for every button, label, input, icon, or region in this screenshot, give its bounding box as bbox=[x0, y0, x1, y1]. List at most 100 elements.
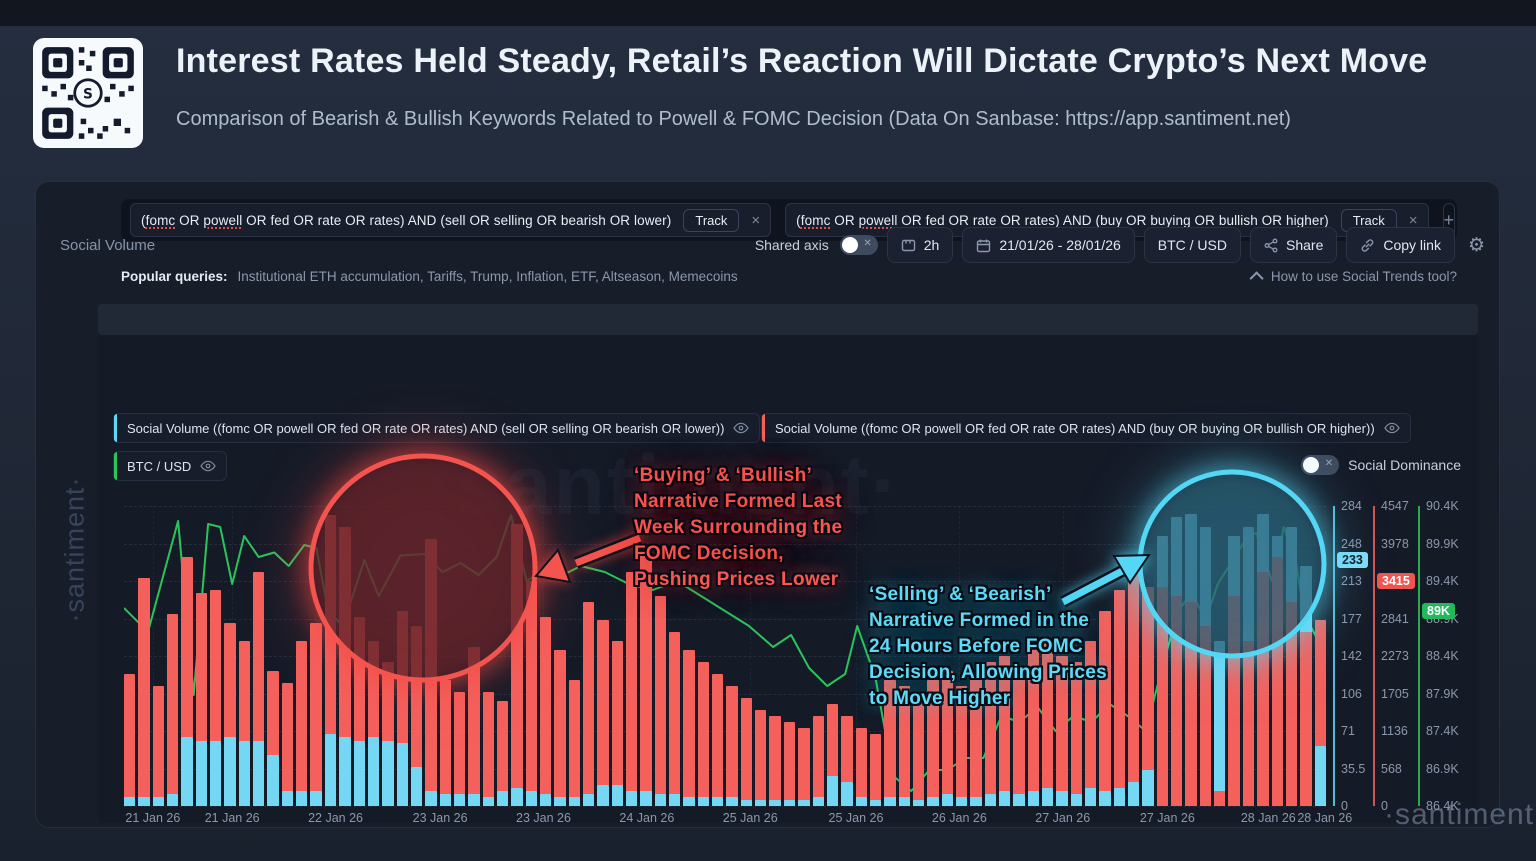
bearish-volume-bar bbox=[640, 791, 652, 806]
settings-gear-icon[interactable]: ⚙ bbox=[1467, 234, 1485, 256]
bullish-volume-bar bbox=[1257, 571, 1269, 806]
popular-queries-row: Popular queries: Institutional ETH accum… bbox=[121, 269, 1457, 285]
bar-slot bbox=[1128, 506, 1140, 806]
popular-query-item[interactable]: Inflation bbox=[516, 269, 564, 284]
query-text-bullish[interactable]: (fomc OR powell OR fed OR rate OR rates)… bbox=[796, 212, 1329, 228]
popular-query-item[interactable]: Altseason bbox=[601, 269, 662, 284]
axis-line bbox=[1373, 506, 1375, 806]
bearish-volume-bar bbox=[353, 740, 365, 806]
popular-query-item[interactable]: Institutional ETH accumulation bbox=[237, 269, 420, 284]
axis-tick: 284 bbox=[1341, 499, 1362, 513]
bar-slot bbox=[224, 506, 236, 806]
bearish-volume-bar bbox=[496, 791, 509, 806]
bearish-volume-bar bbox=[167, 794, 179, 806]
x-axis-label: 27 Jan 26 bbox=[1139, 811, 1195, 825]
axis-value-badge: 89K bbox=[1422, 603, 1455, 619]
bullish-volume-bar bbox=[1300, 632, 1312, 806]
bullish-volume-bar bbox=[597, 620, 609, 806]
bar-slot bbox=[1199, 506, 1212, 806]
top-bar bbox=[0, 0, 1536, 26]
chart-plot[interactable] bbox=[124, 506, 1326, 807]
bar-slot bbox=[453, 506, 466, 806]
query-text-bearish[interactable]: (fomc OR powell OR fed OR rate OR rates)… bbox=[141, 212, 672, 228]
axis-tick: 86.9K bbox=[1426, 761, 1459, 776]
popular-query-item[interactable]: Tariffs bbox=[427, 269, 463, 284]
bar-slot bbox=[539, 506, 552, 806]
bearish-volume-bar bbox=[941, 794, 953, 806]
bar-slot bbox=[468, 506, 480, 806]
bearish-volume-bar bbox=[1070, 794, 1083, 806]
bearish-volume-bar bbox=[267, 755, 279, 806]
bar-slot bbox=[310, 506, 322, 806]
bullish-volume-bar bbox=[583, 602, 595, 806]
bullish-volume-bar bbox=[1214, 791, 1226, 806]
annotation-line: Decision, Allowing Prices bbox=[869, 662, 1108, 683]
bullish-volume-bar bbox=[554, 650, 566, 806]
bearish-volume-bar bbox=[583, 794, 595, 806]
bearish-volume-bar bbox=[253, 740, 265, 806]
eye-icon[interactable] bbox=[1383, 422, 1400, 434]
bar-slot bbox=[511, 506, 523, 806]
annotation-bearish-narrative: ‘Selling’ & ‘Bearish’ Narrative Formed in… bbox=[869, 582, 1107, 712]
bar-slot bbox=[482, 506, 494, 806]
annotation-line: FOMC Decision, bbox=[634, 543, 784, 564]
bullish-volume-bar bbox=[740, 698, 753, 806]
bar-slot bbox=[496, 506, 509, 806]
bearish-volume-bar bbox=[181, 737, 193, 806]
bar-slot bbox=[353, 506, 365, 806]
share-button[interactable]: Share bbox=[1250, 227, 1338, 263]
collapsed-header-strip[interactable] bbox=[98, 304, 1478, 335]
eye-icon[interactable] bbox=[733, 422, 750, 434]
bearish-volume-bar bbox=[554, 796, 566, 806]
bearish-volume-bar bbox=[339, 737, 351, 806]
legend-btc-usd[interactable]: BTC / USD bbox=[113, 451, 228, 481]
annotation-line: Narrative Formed Last bbox=[634, 491, 842, 512]
annotation-line: to Move Higher bbox=[869, 688, 1011, 709]
track-button[interactable]: Track bbox=[683, 208, 740, 232]
bullish-volume-bar bbox=[697, 661, 710, 806]
popular-query-item[interactable]: Trump bbox=[470, 269, 509, 284]
bearish-volume-bar bbox=[812, 796, 824, 806]
close-icon[interactable]: × bbox=[1408, 211, 1418, 229]
interval-button[interactable]: 2h bbox=[886, 227, 954, 263]
copy-link-button[interactable]: Copy link bbox=[1346, 227, 1455, 263]
social-dominance-toggle[interactable]: ✕ bbox=[1301, 455, 1340, 475]
bearish-volume-bar bbox=[955, 796, 968, 806]
axis-tick: 177 bbox=[1341, 611, 1362, 626]
date-range-button[interactable]: 21/01/26 - 28/01/26 bbox=[962, 227, 1135, 263]
bearish-volume-bar bbox=[1085, 788, 1097, 806]
bullish-volume-bar bbox=[683, 650, 695, 806]
chart-controls: Shared axis ✕ 2h 21/01/26 - 28/01/26 BTC… bbox=[755, 227, 1485, 263]
bullish-volume-bar bbox=[425, 539, 437, 806]
popular-query-item[interactable]: Memecoins bbox=[668, 269, 738, 284]
bearish-volume-bar bbox=[970, 796, 982, 806]
bullish-volume-bar bbox=[468, 647, 480, 806]
bullish-volume-bar bbox=[726, 686, 738, 806]
social-dominance-row: ✕ Social Dominance bbox=[1301, 455, 1461, 475]
annotation-bullish-narrative: ‘Buying’ & ‘Bullish’ Narrative Formed Las… bbox=[634, 463, 842, 593]
popular-query-item[interactable]: ETF bbox=[571, 269, 596, 284]
axis-tick: 142 bbox=[1341, 649, 1362, 663]
axis-line bbox=[1418, 506, 1420, 806]
shared-axis-toggle[interactable]: ✕ bbox=[839, 235, 878, 255]
metric-title: Social Volume bbox=[60, 237, 156, 254]
bar-slot bbox=[554, 506, 566, 806]
eye-icon[interactable] bbox=[200, 460, 217, 472]
legend-bullish-query[interactable]: Social Volume ((fomc OR powell OR fed OR… bbox=[761, 413, 1411, 443]
close-icon[interactable]: × bbox=[751, 211, 761, 229]
bearish-volume-bar bbox=[626, 791, 638, 806]
query-chip-bearish[interactable]: (fomc OR powell OR fed OR rate OR rates)… bbox=[130, 203, 772, 237]
popular-queries-label: Popular queries: bbox=[121, 269, 228, 284]
bearish-volume-bar bbox=[1128, 781, 1140, 806]
asset-pair-button[interactable]: BTC / USD bbox=[1143, 227, 1241, 263]
legend-bearish-query[interactable]: Social Volume ((fomc OR powell OR fed OR… bbox=[113, 413, 761, 443]
bar-slot bbox=[367, 506, 380, 806]
bullish-volume-bar bbox=[1228, 596, 1240, 806]
bar-slot bbox=[210, 506, 222, 806]
bearish-volume-bar bbox=[410, 766, 423, 806]
help-link[interactable]: How to use Social Trends tool? bbox=[1249, 269, 1457, 285]
calendar-icon bbox=[977, 239, 991, 252]
toggle-x-icon: ✕ bbox=[1324, 458, 1334, 469]
bearish-volume-bar bbox=[1214, 641, 1226, 806]
x-axis-label: 21 Jan 26 bbox=[125, 811, 181, 825]
